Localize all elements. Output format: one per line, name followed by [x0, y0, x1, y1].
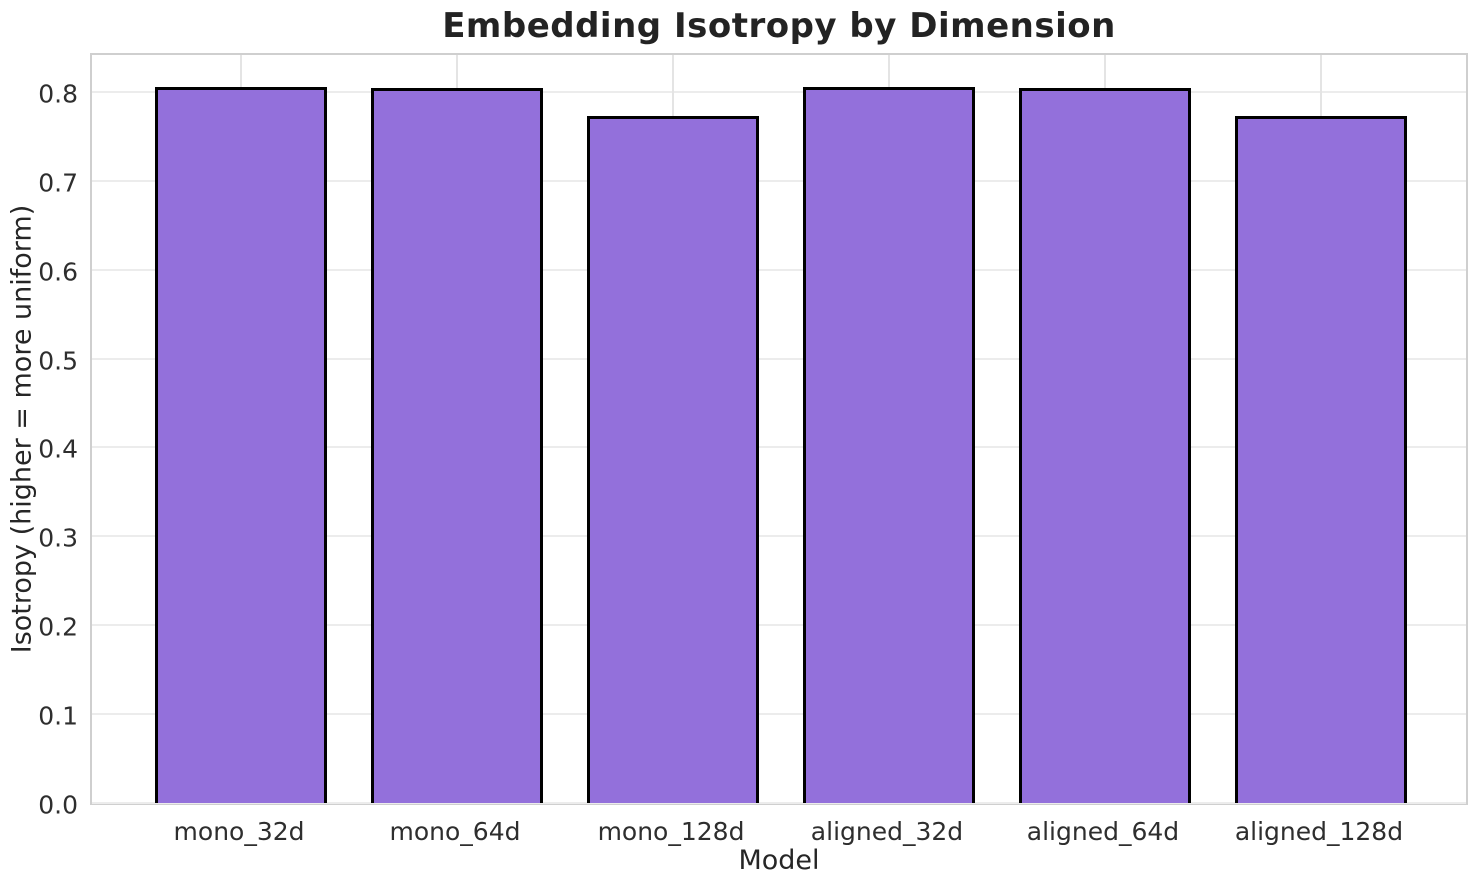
gridline-horizontal [92, 90, 1466, 93]
bar-aligned_32d [802, 86, 976, 803]
gridline-horizontal [92, 179, 1466, 182]
bar-mono_64d [370, 88, 544, 803]
y-tick-label: 0.3 [38, 523, 78, 553]
plot-area [90, 53, 1468, 805]
y-tick-label: 0.6 [38, 257, 78, 287]
gridline-horizontal [92, 802, 1466, 804]
y-tick-label: 0.1 [38, 701, 78, 731]
chart-title: Embedding Isotropy by Dimension [442, 6, 1116, 46]
y-tick-label: 0.7 [38, 168, 78, 198]
gridline-horizontal [92, 446, 1466, 449]
bar-aligned_128d [1234, 115, 1408, 803]
y-tick-label: 0.2 [38, 612, 78, 642]
gridline-horizontal [92, 268, 1466, 271]
x-tick-label: aligned_128d [1234, 817, 1404, 846]
y-tick-label: 0.8 [38, 79, 78, 109]
bar-mono_128d [586, 115, 760, 803]
gridline-horizontal [92, 357, 1466, 360]
x-axis-title: Model [738, 845, 820, 876]
x-tick-label: aligned_32d [810, 817, 964, 846]
bar-mono_32d [154, 86, 328, 803]
gridline-horizontal [92, 535, 1466, 538]
x-tick-label: mono_128d [597, 817, 745, 846]
bar-aligned_64d [1018, 88, 1192, 803]
x-tick-label: mono_32d [173, 817, 305, 846]
y-tick-label: 0.5 [38, 346, 78, 376]
x-tick-label: aligned_64d [1026, 817, 1180, 846]
y-tick-label: 0.0 [38, 790, 78, 820]
x-tick-label: mono_64d [389, 817, 521, 846]
gridline-horizontal [92, 624, 1466, 627]
y-tick-label: 0.4 [38, 434, 78, 464]
gridline-horizontal [92, 713, 1466, 716]
